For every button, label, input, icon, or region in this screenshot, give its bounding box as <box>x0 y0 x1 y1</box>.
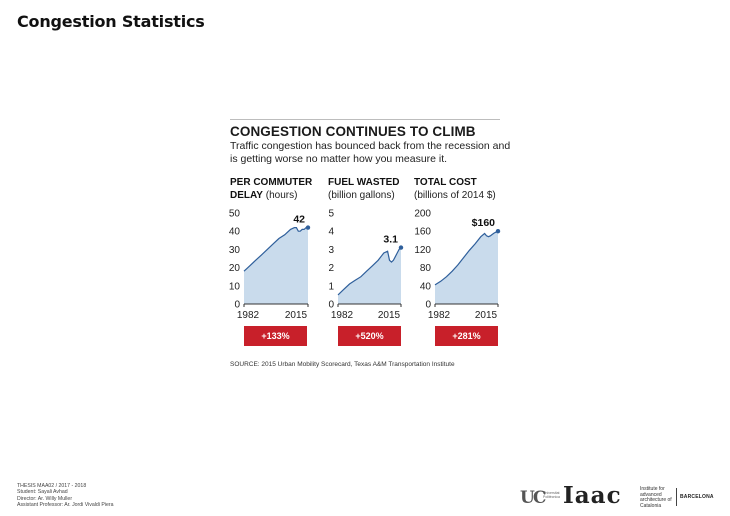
logo-divider <box>676 488 677 506</box>
end-point <box>398 245 404 250</box>
area-fill <box>338 247 401 304</box>
x-tick-label: 1982 <box>237 310 260 321</box>
footer-line-assistant: Assistant Professor: Ar. Jordi Vivaldi P… <box>17 502 114 509</box>
y-tick-label: 0 <box>234 300 240 311</box>
panel-title-delay: PER COMMUTER DELAY (hours) <box>230 177 325 202</box>
panel-title-cost-bold: TOTAL COST <box>414 177 477 188</box>
university-logo-text: Universitat Politècnica <box>543 491 560 499</box>
y-tick-label: 0 <box>328 300 334 311</box>
x-tick-label: 2015 <box>285 310 308 321</box>
x-tick-label: 2015 <box>378 310 401 321</box>
panel-title-delay-bold: PER COMMUTER DELAY <box>230 177 313 201</box>
panel-title-fuel-bold: FUEL WASTED <box>328 177 400 188</box>
x-tick-label: 1982 <box>428 310 451 321</box>
iaac-logo-text: Institute for advanced architecture of C… <box>640 486 672 509</box>
y-tick-label: 50 <box>229 209 241 220</box>
page-title: Congestion Statistics <box>17 12 205 31</box>
y-tick-label: 2 <box>328 263 334 274</box>
y-tick-label: 40 <box>420 281 432 292</box>
area-fill <box>244 227 308 304</box>
y-tick-label: 160 <box>414 227 431 238</box>
iaac-logo: Iaac <box>563 482 622 509</box>
y-tick-label: 0 <box>425 300 431 311</box>
area-fill <box>435 231 498 304</box>
source-note: SOURCE: 2015 Urban Mobility Scorecard, T… <box>230 361 455 368</box>
panel-title-cost-unit: (billions of 2014 $) <box>414 189 496 201</box>
end-point <box>495 229 501 234</box>
end-value-label: $160 <box>472 217 496 229</box>
y-tick-label: 1 <box>328 281 334 292</box>
barcelona-label: BARCELONA <box>680 494 714 500</box>
y-tick-label: 40 <box>229 227 241 238</box>
panel-title-fuel: FUEL WASTED (billion gallons) <box>328 177 423 202</box>
panel-title-delay-unit: (hours) <box>262 189 298 201</box>
infographic-headline: CONGESTION CONTINUES TO CLIMB <box>230 124 476 139</box>
y-tick-label: 80 <box>420 263 432 274</box>
series-line <box>243 227 308 272</box>
panel-title-fuel-unit: (billion gallons) <box>328 189 395 201</box>
y-tick-label: 10 <box>229 281 241 292</box>
change-badge-cost: +281% <box>435 326 498 346</box>
y-tick-label: 5 <box>328 209 334 220</box>
footer-line-director: Director: Ar. Willy Muller <box>17 495 73 502</box>
thesis-footer: THESIS MAA02 / 2017 - 2018 Student: Saya… <box>17 483 114 509</box>
y-tick-label: 20 <box>229 263 241 274</box>
y-tick-label: 120 <box>414 245 431 256</box>
end-value-label: 3.1 <box>383 234 398 246</box>
y-tick-label: 30 <box>229 245 241 256</box>
change-badge-delay: +133% <box>244 326 307 346</box>
y-tick-label: 3 <box>328 245 334 256</box>
series-line <box>434 230 499 286</box>
footer-line-thesis: THESIS MAA02 / 2017 - 2018 <box>17 483 87 489</box>
x-tick-label: 1982 <box>331 310 354 321</box>
infographic-subhead: Traffic congestion has bounced back from… <box>230 140 511 165</box>
series-line <box>337 247 402 296</box>
university-logo: UC <box>520 488 546 508</box>
infographic-top-rule <box>230 119 500 120</box>
footer-line-student: Student: Sayali Avhad <box>17 489 68 496</box>
panel-title-cost: TOTAL COST (billions of 2014 $) <box>414 177 509 202</box>
end-point <box>305 225 311 230</box>
change-badge-fuel: +520% <box>338 326 401 346</box>
y-tick-label: 4 <box>328 227 334 238</box>
y-tick-label: 200 <box>414 209 431 220</box>
end-value-label: 42 <box>293 214 305 226</box>
x-tick-label: 2015 <box>475 310 498 321</box>
